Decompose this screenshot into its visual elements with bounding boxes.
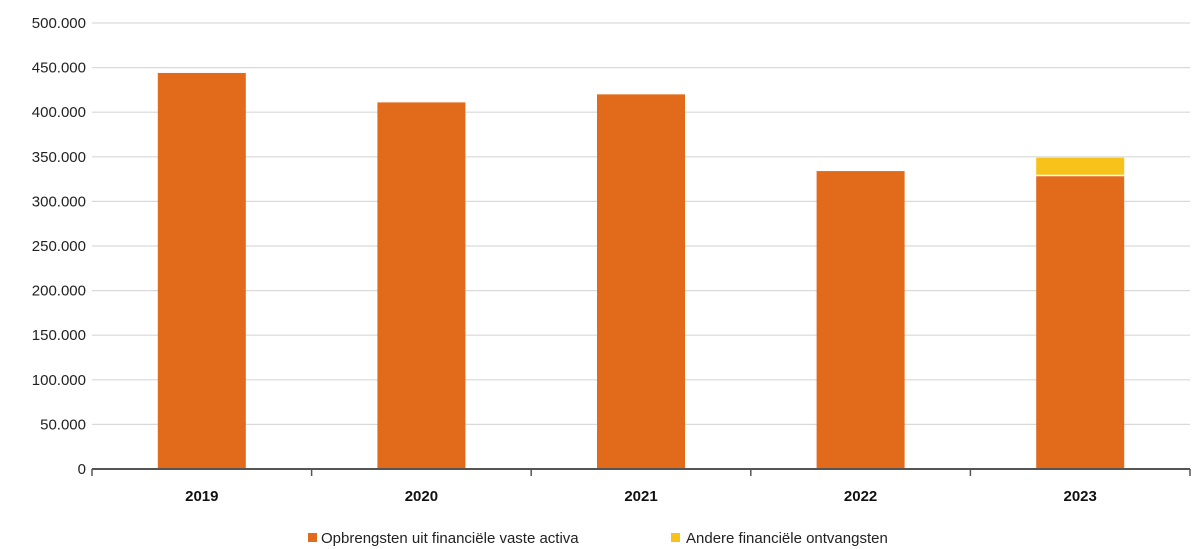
y-tick-label: 450.000	[32, 60, 86, 77]
y-tick-label: 0	[78, 461, 86, 478]
legend-label-andere: Andere financiële ontvangsten	[686, 530, 888, 547]
y-tick-label: 350.000	[32, 149, 86, 166]
bar-2022-series-0	[816, 171, 905, 469]
bar-2019-series-0	[157, 72, 246, 470]
x-axis-ticks	[91, 469, 1191, 476]
y-tick-label: 200.000	[32, 283, 86, 300]
bar-2023-series-1	[1036, 157, 1125, 176]
x-category-label: 2022	[844, 488, 877, 505]
bars	[157, 72, 1125, 470]
legend-label-opbrengsten: Opbrengsten uit financiële vaste activa	[321, 530, 579, 547]
bar-2021-series-0	[597, 94, 685, 470]
y-axis-tick-labels: 0 50.000 100.000 150.000 200.000 250.000 300.0…	[32, 15, 86, 478]
x-category-label: 2020	[405, 488, 438, 505]
y-tick-label: 100.000	[32, 372, 86, 389]
y-tick-label: 400.000	[32, 104, 86, 121]
x-category-label: 2021	[624, 488, 657, 505]
y-tick-label: 300.000	[32, 193, 86, 210]
y-tick-label: 500.000	[32, 15, 86, 32]
bar-2020-series-0	[377, 102, 466, 469]
legend-swatch-opbrengsten	[308, 533, 317, 542]
y-tick-label: 50.000	[40, 416, 86, 433]
bar-2023-series-0	[1036, 175, 1125, 470]
y-tick-label: 250.000	[32, 238, 86, 255]
legend-swatch-andere	[671, 533, 680, 542]
x-axis-category-labels: 2019 2020 2021 2022 2023	[185, 488, 1097, 505]
legend: Opbrengsten uit financiële vaste activa …	[308, 530, 888, 547]
x-category-label: 2019	[185, 488, 218, 505]
y-tick-label: 150.000	[32, 327, 86, 344]
x-category-label: 2023	[1064, 488, 1097, 505]
